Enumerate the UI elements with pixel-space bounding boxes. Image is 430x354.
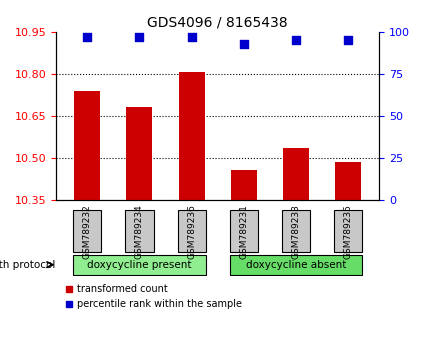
Text: GSM789233: GSM789233	[291, 204, 300, 259]
Text: GSM789231: GSM789231	[239, 204, 248, 259]
FancyBboxPatch shape	[125, 211, 153, 252]
Bar	[230, 170, 256, 200]
Legend: transformed count, percentile rank within the sample: transformed count, percentile rank withi…	[61, 281, 246, 313]
Text: GSM789235: GSM789235	[343, 204, 352, 259]
Point	[344, 38, 350, 43]
Bar	[126, 107, 152, 200]
FancyBboxPatch shape	[229, 211, 257, 252]
Point	[292, 38, 298, 43]
Point	[136, 34, 143, 40]
FancyBboxPatch shape	[73, 211, 101, 252]
Text: growth protocol: growth protocol	[0, 260, 55, 270]
Bar	[334, 162, 360, 200]
Text: GSM789234: GSM789234	[135, 204, 144, 259]
Title: GDS4096 / 8165438: GDS4096 / 8165438	[147, 15, 287, 29]
Point	[188, 34, 195, 40]
Text: GSM789236: GSM789236	[187, 204, 196, 259]
Text: GSM789232: GSM789232	[83, 204, 92, 259]
Point	[240, 41, 246, 46]
Text: doxycycline absent: doxycycline absent	[245, 260, 345, 270]
FancyBboxPatch shape	[281, 211, 309, 252]
FancyBboxPatch shape	[333, 211, 361, 252]
Bar	[74, 91, 100, 200]
Point	[84, 34, 91, 40]
Text: doxycycline present: doxycycline present	[87, 260, 191, 270]
FancyBboxPatch shape	[177, 211, 205, 252]
FancyBboxPatch shape	[73, 255, 205, 275]
FancyBboxPatch shape	[229, 255, 361, 275]
Bar	[178, 73, 204, 200]
Bar	[282, 148, 308, 200]
